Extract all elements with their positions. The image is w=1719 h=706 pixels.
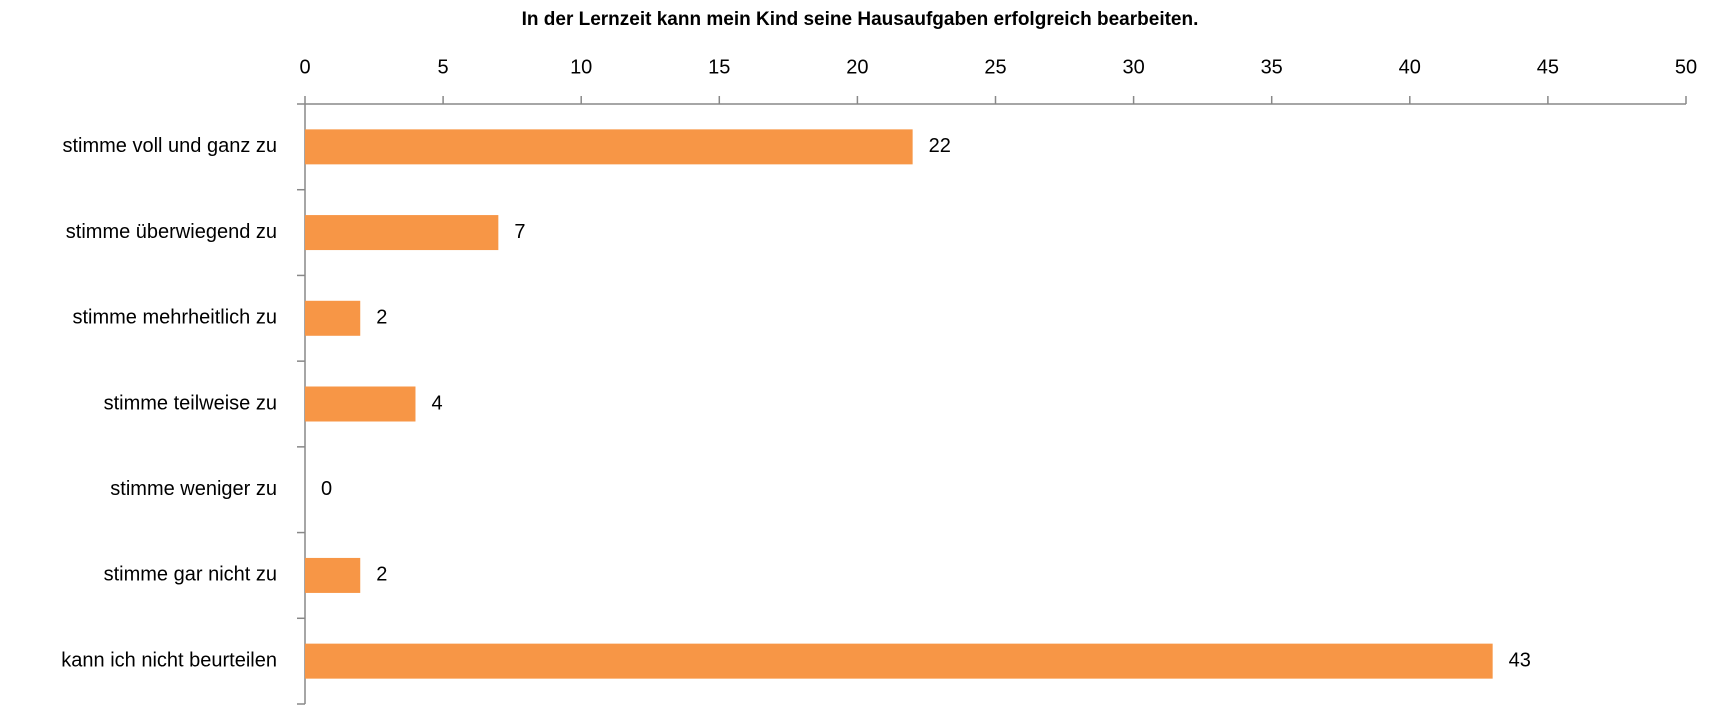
bar: [305, 557, 361, 593]
x-tick-label: 50: [1675, 56, 1697, 78]
data-label: 7: [514, 221, 525, 243]
bar: [305, 300, 361, 336]
x-tick-label: 0: [299, 56, 310, 78]
x-tick-label: 20: [846, 56, 868, 78]
bar: [305, 129, 913, 165]
data-label: 4: [431, 392, 442, 414]
data-label: 2: [376, 564, 387, 586]
x-tick-label: 30: [1122, 56, 1144, 78]
data-label: 43: [1509, 649, 1531, 671]
bar: [305, 643, 1493, 679]
x-tick-label: 25: [984, 56, 1006, 78]
data-label: 22: [929, 135, 951, 157]
x-tick-label: 5: [438, 56, 449, 78]
x-tick-label: 10: [570, 56, 592, 78]
x-tick-label: 45: [1537, 56, 1559, 78]
data-label: 2: [376, 307, 387, 329]
x-tick-label: 35: [1261, 56, 1283, 78]
y-tick-label: stimme teilweise zu: [104, 392, 277, 414]
y-tick-label: stimme überwiegend zu: [66, 221, 277, 243]
x-tick-label: 15: [708, 56, 730, 78]
x-tick-label: 40: [1399, 56, 1421, 78]
bar: [305, 386, 416, 422]
chart-title: In der Lernzeit kann mein Kind seine Hau…: [522, 9, 1199, 30]
bar: [305, 215, 499, 251]
data-label: 0: [321, 478, 332, 500]
y-tick-label: stimme weniger zu: [110, 478, 277, 500]
y-tick-label: stimme gar nicht zu: [104, 564, 277, 586]
y-tick-label: stimme mehrheitlich zu: [72, 307, 277, 329]
y-tick-label: kann ich nicht beurteilen: [61, 649, 277, 671]
y-tick-label: stimme voll und ganz zu: [62, 135, 277, 157]
